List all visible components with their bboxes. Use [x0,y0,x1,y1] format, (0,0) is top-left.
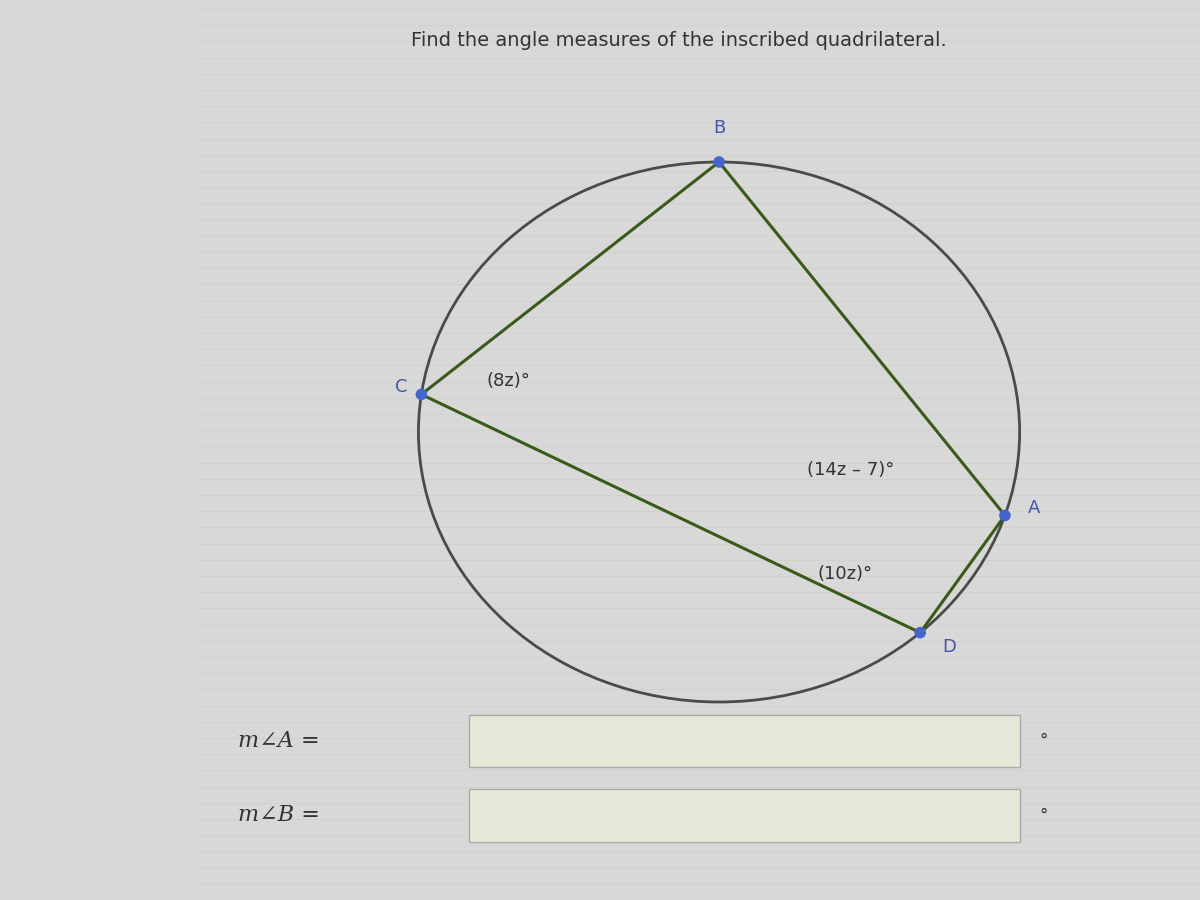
Text: Find the angle measures of the inscribed quadrilateral.: Find the angle measures of the inscribed… [412,32,947,50]
Point [911,626,930,640]
Point [709,155,728,169]
Text: C: C [395,378,407,396]
Text: (10z)°: (10z)° [817,565,872,583]
Text: m∠A =: m∠A = [238,730,319,752]
FancyBboxPatch shape [468,715,1020,767]
Text: A: A [1027,499,1039,517]
FancyBboxPatch shape [468,789,1020,842]
Text: m∠B =: m∠B = [238,805,320,826]
Point [412,387,431,401]
Text: D: D [943,638,956,656]
Point [995,508,1014,523]
Text: B: B [713,119,725,137]
Text: (8z)°: (8z)° [486,372,530,390]
Text: °: ° [1039,732,1048,750]
Text: °: ° [1039,806,1048,824]
Text: (14z – 7)°: (14z – 7)° [808,462,895,480]
